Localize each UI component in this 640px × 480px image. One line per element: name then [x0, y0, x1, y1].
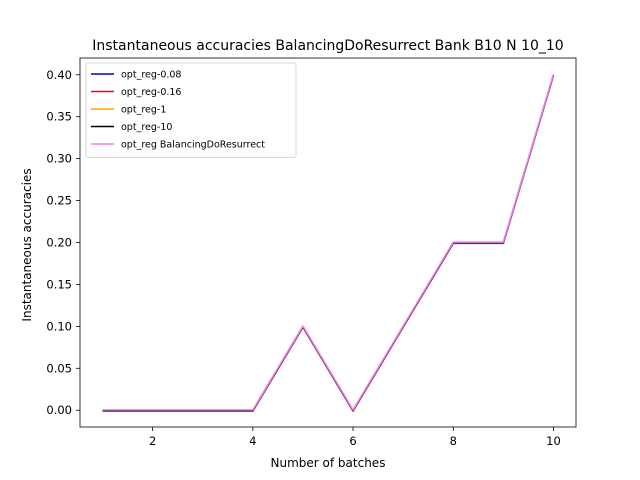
y-tick-label: 0.35 — [46, 110, 72, 124]
ticks-layer: 2 4 6 8 10 0.00 0.05 0.10 0.15 0.20 0.25 0.30 0.35 0.… — [46, 68, 560, 448]
x-tick-label: 6 — [349, 434, 356, 448]
legend: opt_reg-0.08 opt_reg-0.16 opt_reg-1 opt_reg… — [85, 62, 297, 158]
y-tick-label: 0.10 — [46, 319, 72, 333]
legend-entry: opt_reg-0.16 — [121, 87, 181, 98]
y-tick-label: 0.00 — [46, 403, 72, 417]
y-axis-label: Instantaneous accuracies — [20, 168, 34, 321]
x-tick-label: 4 — [249, 434, 256, 448]
y-tick-label: 0.25 — [46, 194, 72, 208]
y-tick-label: 0.15 — [46, 277, 72, 291]
y-tick-label: 0.05 — [46, 361, 72, 375]
y-tick-label: 0.40 — [46, 68, 72, 82]
x-tick-label: 2 — [149, 434, 156, 448]
y-tick-label: 0.20 — [46, 236, 72, 250]
x-tick-label: 10 — [546, 434, 561, 448]
legend-box — [85, 62, 297, 158]
x-tick-label: 8 — [450, 434, 457, 448]
legend-entry: opt_reg-10 — [121, 122, 172, 133]
legend-entry: opt_reg BalancingDoResurrect — [121, 140, 265, 151]
legend-entry: opt_reg-1 — [121, 105, 166, 116]
x-axis-label: Number of batches — [271, 456, 386, 470]
series-layer — [102, 74, 555, 412]
y-tick-label: 0.30 — [46, 152, 72, 166]
chart-title: Instantaneous accuracies BalancingDoResu… — [92, 38, 563, 54]
series-line-4 — [102, 74, 555, 411]
legend-entry: opt_reg-0.08 — [121, 70, 181, 81]
